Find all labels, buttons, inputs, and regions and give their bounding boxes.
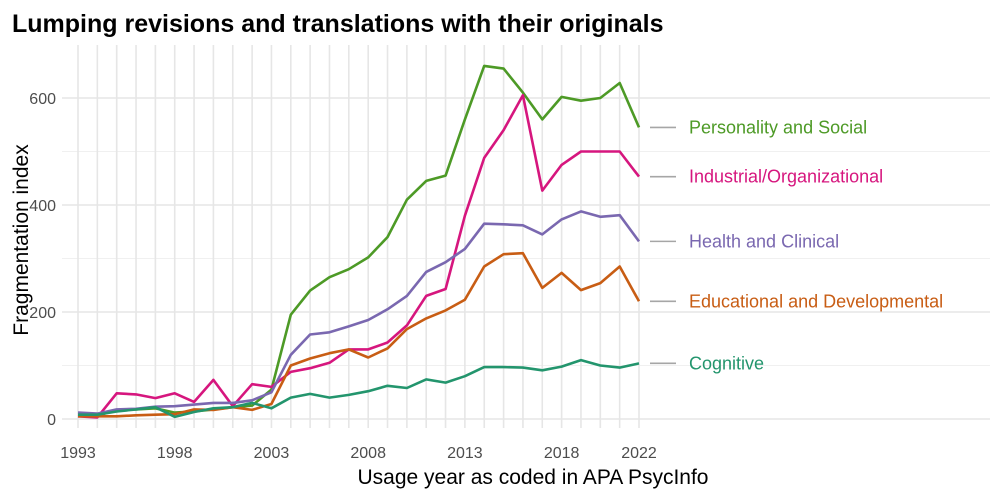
y-tick-label: 0 xyxy=(47,412,56,429)
y-tick-label: 600 xyxy=(29,91,56,108)
gridlines xyxy=(62,45,990,428)
series-line xyxy=(77,94,641,419)
y-axis-title: Fragmentation index xyxy=(10,144,33,336)
series-lines xyxy=(77,64,641,419)
series-label: Industrial/Organizational xyxy=(689,167,883,187)
series-line xyxy=(77,210,641,415)
y-tick-label: 200 xyxy=(29,305,56,322)
series-label: Educational and Developmental xyxy=(689,291,943,311)
series-label: Health and Clinical xyxy=(689,231,839,251)
x-tick-label: 2013 xyxy=(447,445,483,462)
series-label: Cognitive xyxy=(689,353,764,373)
series-label: Personality and Social xyxy=(689,117,867,137)
x-tick-label: 2008 xyxy=(350,445,386,462)
x-tick-label: 1998 xyxy=(157,445,193,462)
x-tick-label: 2003 xyxy=(254,445,290,462)
x-tick-label: 2018 xyxy=(544,445,580,462)
series-labels: Personality and Social Industrial/Organiz… xyxy=(650,117,943,373)
tick-labels: 1993 1998 2003 2008 2013 2018 2022 0 200 400 600 xyxy=(29,91,657,462)
y-tick-label: 400 xyxy=(29,198,56,215)
x-tick-label: 2022 xyxy=(621,445,657,462)
x-axis-title: Usage year as coded in APA PsycInfo xyxy=(358,466,709,489)
chart-title: Lumping revisions and translations with … xyxy=(12,10,663,38)
series-line xyxy=(77,64,641,418)
series-line xyxy=(78,358,640,419)
x-tick-label: 1993 xyxy=(60,445,96,462)
